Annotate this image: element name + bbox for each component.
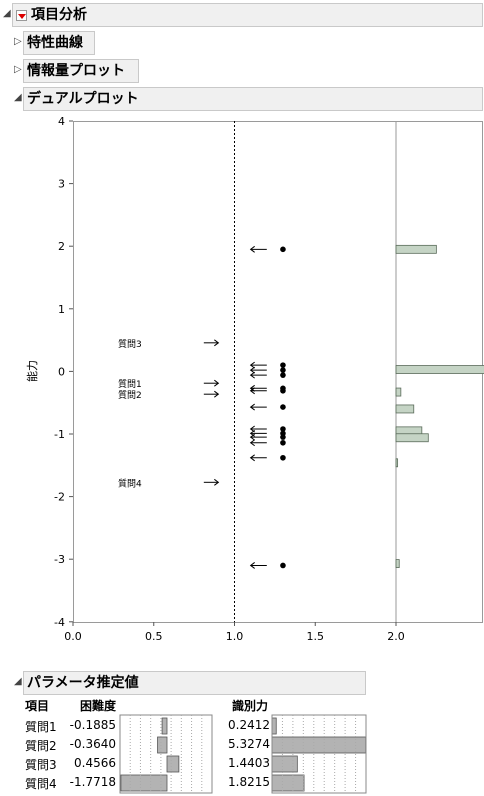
person-arrow-head [249, 562, 255, 569]
histogram-bar [395, 458, 399, 468]
difficulty-bar [120, 774, 168, 792]
collapse-triangle-icon[interactable]: ◢ [14, 92, 22, 103]
person-point [280, 454, 286, 461]
person-arrow-head [249, 384, 255, 392]
person-arrow-head [249, 403, 255, 411]
param-discrimination-cell: 0.2412 [228, 718, 270, 732]
characteristic-curve-header[interactable]: 特性曲線 [23, 31, 95, 55]
discrimination-bar [271, 774, 305, 792]
difficulty-bar [161, 717, 168, 735]
param-discrimination-cell: 1.4403 [228, 756, 270, 770]
param-discrimination-cell: 5.3274 [228, 737, 270, 751]
x-tick-label: 1.0 [226, 630, 244, 643]
histogram-bar [395, 404, 415, 414]
histogram-bar [395, 244, 437, 254]
param-item-cell: 質問3 [25, 758, 57, 772]
param-estimates-header[interactable]: パラメータ推定値 [23, 671, 366, 695]
item-analysis-title: 項目分析 [31, 7, 87, 23]
person-point [280, 372, 286, 378]
item-arrow-head [214, 390, 220, 398]
y-tick-label: 2 [58, 240, 65, 253]
person-arrow-head [249, 245, 255, 253]
x-tick-label: 1.5 [307, 630, 325, 643]
histogram-bar [395, 387, 402, 397]
collapse-triangle-icon[interactable]: ◢ [3, 8, 11, 19]
discrimination-bar [271, 717, 277, 735]
param-item-cell: 質問1 [25, 720, 57, 734]
expand-triangle-icon[interactable]: ▷ [14, 36, 22, 47]
difficulty-bar [157, 736, 168, 754]
discrimination-bar [271, 736, 367, 754]
item-analysis-header[interactable]: 項目分析 [12, 3, 483, 27]
item-arrow-head [214, 339, 220, 347]
information-plot-header[interactable]: 情報量プロット [23, 59, 139, 83]
person-arrow-head [249, 387, 255, 395]
person-arrow-head [249, 361, 255, 369]
person-point [280, 362, 286, 368]
histogram-bar [395, 559, 400, 568]
x-tick-label: 2.0 [387, 630, 405, 643]
person-arrow-head [249, 439, 255, 447]
y-tick-label: -3 [54, 553, 65, 566]
person-point [280, 404, 286, 410]
y-tick-label: 3 [58, 178, 65, 191]
x-tick-label: 0.5 [145, 630, 163, 643]
param-item-cell: 質問4 [25, 777, 57, 791]
information-plot-title: 情報量プロット [27, 63, 125, 79]
param-difficulty-cell: -0.3640 [69, 737, 116, 751]
expand-triangle-icon[interactable]: ▷ [14, 64, 22, 75]
y-tick-label: 1 [58, 303, 65, 316]
item-label: 質問3 [118, 338, 142, 350]
y-tick-label: -1 [54, 428, 65, 441]
col-header-difficulty: 困難度 [80, 699, 117, 713]
y-tick-label: -4 [54, 616, 65, 629]
col-header-item: 項目 [25, 699, 50, 713]
person-point [280, 434, 286, 440]
item-label: 質問1 [118, 378, 142, 390]
person-point [280, 439, 286, 446]
person-arrow-head [249, 366, 255, 374]
item-arrow-head [214, 478, 220, 486]
col-header-discrimination: 識別力 [232, 699, 269, 713]
person-point [280, 388, 286, 394]
difficulty-bar-frame [119, 714, 213, 794]
person-point [280, 246, 286, 253]
y-tick-label: -2 [54, 491, 65, 504]
discrimination-bar [271, 755, 298, 773]
red-triangle-menu-icon[interactable] [16, 10, 27, 21]
histogram-bar [395, 433, 429, 443]
param-discrimination-cell: 1.8215 [228, 775, 270, 789]
person-arrow-head [249, 371, 255, 379]
person-point [280, 562, 286, 569]
dual-plot-header[interactable]: デュアルプロット [23, 87, 483, 111]
person-point [280, 367, 286, 373]
characteristic-curve-title: 特性曲線 [27, 35, 83, 51]
item-label: 質問2 [118, 389, 142, 401]
param-item-cell: 質問2 [25, 739, 57, 753]
dual-plot-title: デュアルプロット [27, 91, 139, 107]
param-difficulty-cell: 0.4566 [74, 756, 116, 770]
discrimination-bar-frame [271, 714, 367, 794]
param-difficulty-cell: -1.7718 [69, 775, 116, 789]
x-tick-label: 0.0 [64, 630, 82, 643]
histogram-bar [395, 365, 484, 374]
item-label: 質問4 [118, 477, 142, 489]
person-arrow-head [249, 433, 255, 441]
difficulty-bar [166, 755, 180, 773]
person-arrow-head [249, 454, 255, 462]
y-tick-label: 4 [58, 115, 65, 128]
person-point [280, 426, 286, 432]
item-arrow-head [214, 379, 220, 387]
param-estimates-title: パラメータ推定値 [27, 675, 139, 691]
param-difficulty-cell: -0.1885 [69, 718, 116, 732]
y-tick-label: 0 [58, 365, 65, 378]
collapse-triangle-icon[interactable]: ◢ [14, 676, 22, 687]
